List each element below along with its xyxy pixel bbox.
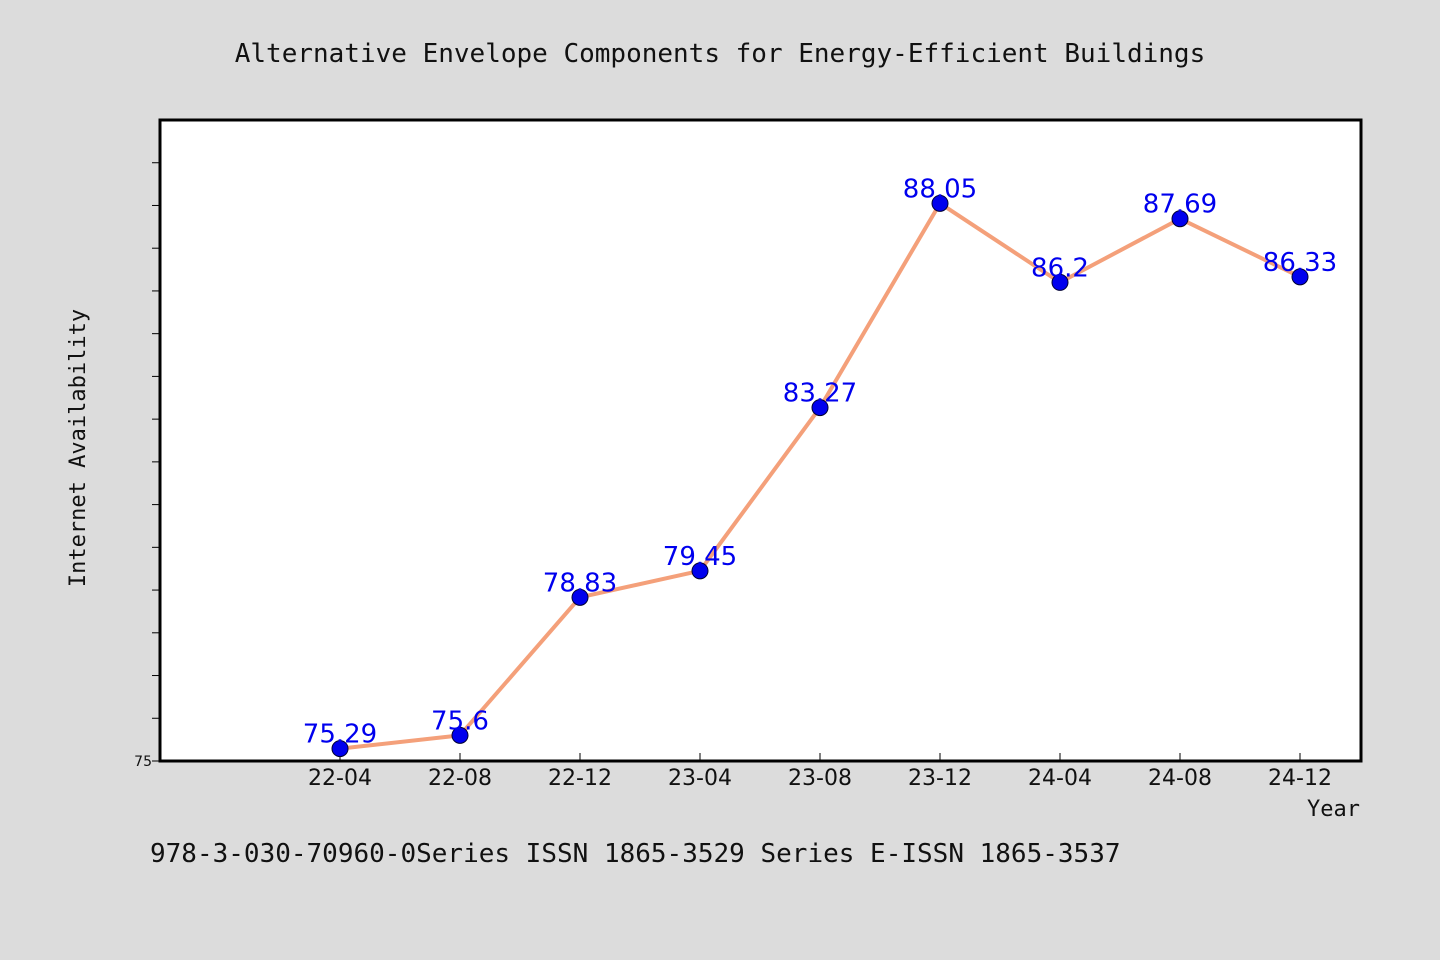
x-tick-label: 24-08 xyxy=(1148,766,1212,791)
x-tick-label: 22-12 xyxy=(548,766,612,791)
data-point xyxy=(1051,273,1069,291)
x-tick-label: 22-04 xyxy=(308,766,372,791)
data-point xyxy=(331,740,349,758)
x-tick-label: 23-08 xyxy=(788,766,852,791)
y-axis-ticks: 75 xyxy=(134,162,160,770)
data-point xyxy=(931,194,949,212)
data-label: 86.33 xyxy=(1263,248,1337,278)
data-label: 88.05 xyxy=(903,174,977,204)
data-point xyxy=(571,588,589,606)
x-axis-label: Year xyxy=(1307,797,1360,822)
x-tick-label: 23-04 xyxy=(668,766,732,791)
footer-text: 978-3-030-70960-0Series ISSN 1865-3529 S… xyxy=(150,839,1121,869)
data-label: 86.2 xyxy=(1031,253,1089,283)
data-label: 75.29 xyxy=(303,720,377,750)
y-tick-label: 75 xyxy=(134,754,152,770)
chart-title: Alternative Envelope Components for Ener… xyxy=(235,39,1206,69)
data-point xyxy=(451,726,469,744)
series-layer: 75.29 75.6 78.83 79.45 83.27 88.05 86.2 87.69 86… xyxy=(303,174,1337,758)
data-label: 87.69 xyxy=(1143,190,1217,220)
x-tick-label: 22-08 xyxy=(428,766,492,791)
data-label: 79.45 xyxy=(663,542,737,572)
data-point xyxy=(1291,268,1309,286)
x-tick-label: 23-12 xyxy=(908,766,972,791)
data-label: 83.27 xyxy=(783,379,857,409)
x-tick-label: 24-12 xyxy=(1268,766,1332,791)
data-point xyxy=(691,562,709,580)
data-point xyxy=(1171,210,1189,228)
x-axis-ticks: 22-04 22-08 22-12 23-04 23-08 23-12 24-04 24-08… xyxy=(308,753,1332,791)
data-point xyxy=(811,399,829,417)
data-label: 78.83 xyxy=(543,568,617,598)
x-tick-label: 24-04 xyxy=(1028,766,1092,791)
data-label: 75.6 xyxy=(431,706,489,736)
y-axis-label: Internet Availability xyxy=(66,309,91,587)
